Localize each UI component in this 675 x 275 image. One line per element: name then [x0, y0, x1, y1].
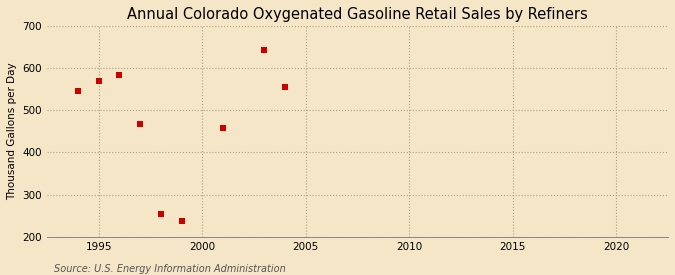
Point	[217, 126, 228, 131]
Point	[93, 78, 104, 83]
Point	[135, 122, 146, 126]
Text: Source: U.S. Energy Information Administration: Source: U.S. Energy Information Administ…	[54, 264, 286, 274]
Point	[176, 218, 187, 223]
Title: Annual Colorado Oxygenated Gasoline Retail Sales by Refiners: Annual Colorado Oxygenated Gasoline Reta…	[127, 7, 588, 22]
Y-axis label: Thousand Gallons per Day: Thousand Gallons per Day	[7, 62, 17, 200]
Point	[259, 48, 270, 52]
Point	[73, 89, 84, 94]
Point	[155, 211, 166, 216]
Point	[114, 73, 125, 78]
Point	[279, 85, 290, 89]
